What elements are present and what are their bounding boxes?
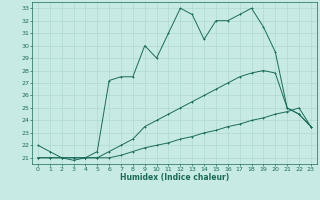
X-axis label: Humidex (Indice chaleur): Humidex (Indice chaleur) [120,173,229,182]
